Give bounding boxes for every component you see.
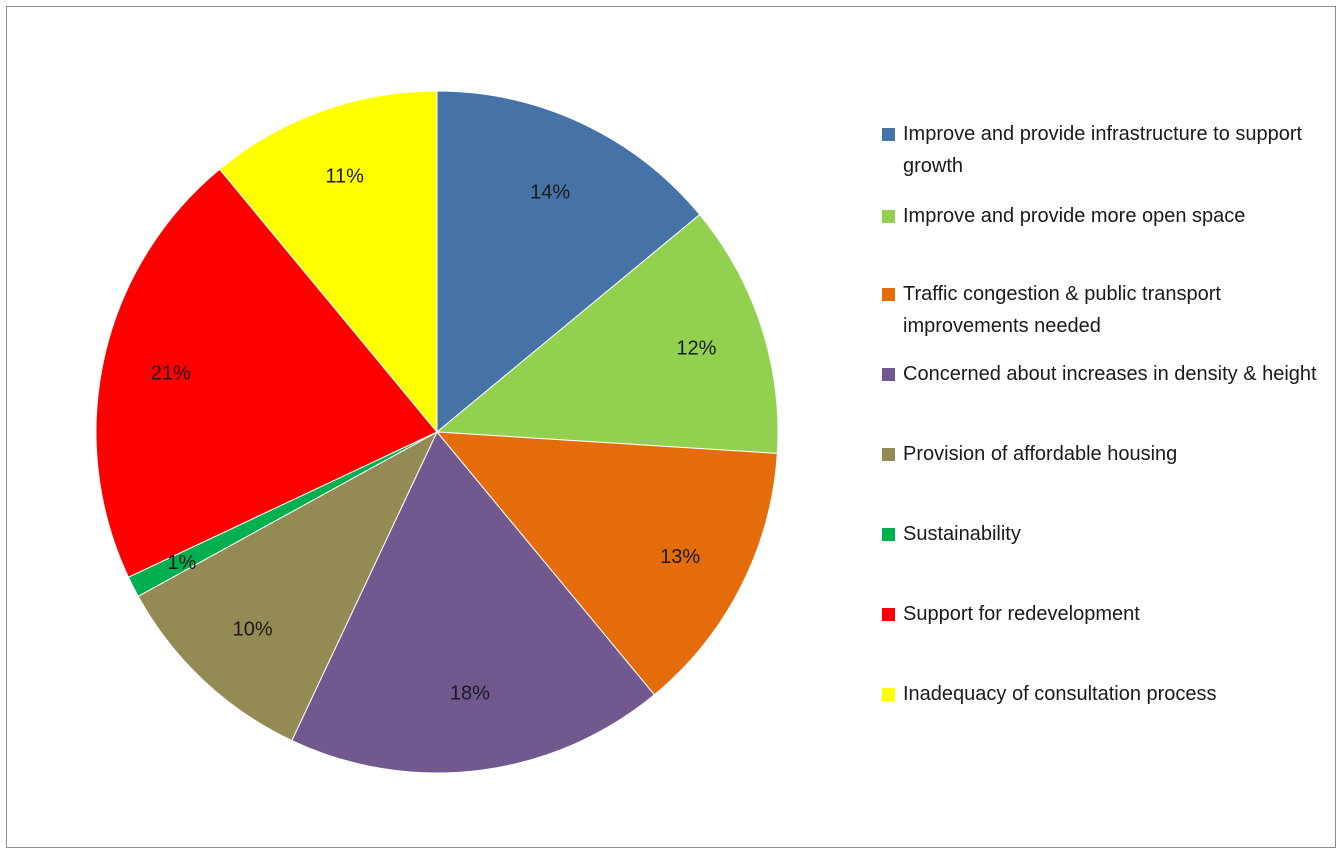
legend-swatch — [882, 608, 895, 621]
legend-swatch — [882, 128, 895, 141]
legend-swatch — [882, 288, 895, 301]
legend-item: Traffic congestion & public transport im… — [882, 278, 1332, 342]
legend-label: Improve and provide infrastructure to su… — [903, 123, 1303, 177]
legend-item: Improve and provide more open space — [882, 200, 1332, 232]
legend-item: Provision of affordable housing — [882, 438, 1332, 470]
legend-label: Support for redevelopment — [903, 603, 1140, 625]
pie-slice — [137, 430, 439, 742]
pie-data-label: 12% — [676, 338, 716, 360]
pie-data-label: 18% — [450, 683, 490, 705]
legend-swatch — [882, 688, 895, 701]
pie-slice — [436, 90, 701, 434]
legend-swatch — [882, 528, 895, 541]
pie-slice — [291, 431, 656, 774]
legend-swatch — [882, 368, 895, 381]
pie-data-label: 14% — [530, 181, 570, 203]
pie-slice — [95, 168, 438, 578]
legend-label: Inadequacy of consultation process — [903, 683, 1217, 705]
pie-slice — [218, 90, 438, 434]
legend-swatch — [882, 448, 895, 461]
pie-data-label: 13% — [660, 546, 700, 568]
legend-label: Sustainability — [903, 523, 1021, 545]
pie-data-labels: 14% 12% 13% 18% 10% 1% 21% 11% — [151, 165, 717, 704]
legend-label: Concerned about increases in density & h… — [903, 363, 1317, 385]
pie-slice — [435, 213, 779, 454]
legend-label: Improve and provide more open space — [903, 205, 1246, 227]
legend-label: Traffic congestion & public transport im… — [903, 283, 1221, 337]
pie-data-label: 11% — [325, 165, 364, 187]
pie-slices — [95, 90, 779, 774]
legend-label: Provision of affordable housing — [903, 443, 1178, 465]
legend-item: Concerned about increases in density & h… — [882, 358, 1332, 390]
pie-data-label: 21% — [151, 363, 191, 385]
pie-slice — [435, 431, 778, 696]
legend-item: Sustainability — [882, 518, 1332, 550]
pie-data-label: 10% — [233, 618, 273, 640]
pie-data-label: 1% — [167, 552, 196, 574]
legend-item: Inadequacy of consultation process — [882, 678, 1332, 710]
legend-swatch — [882, 210, 895, 223]
legend-item: Improve and provide infrastructure to su… — [882, 118, 1332, 182]
legend-item: Support for redevelopment — [882, 598, 1332, 630]
